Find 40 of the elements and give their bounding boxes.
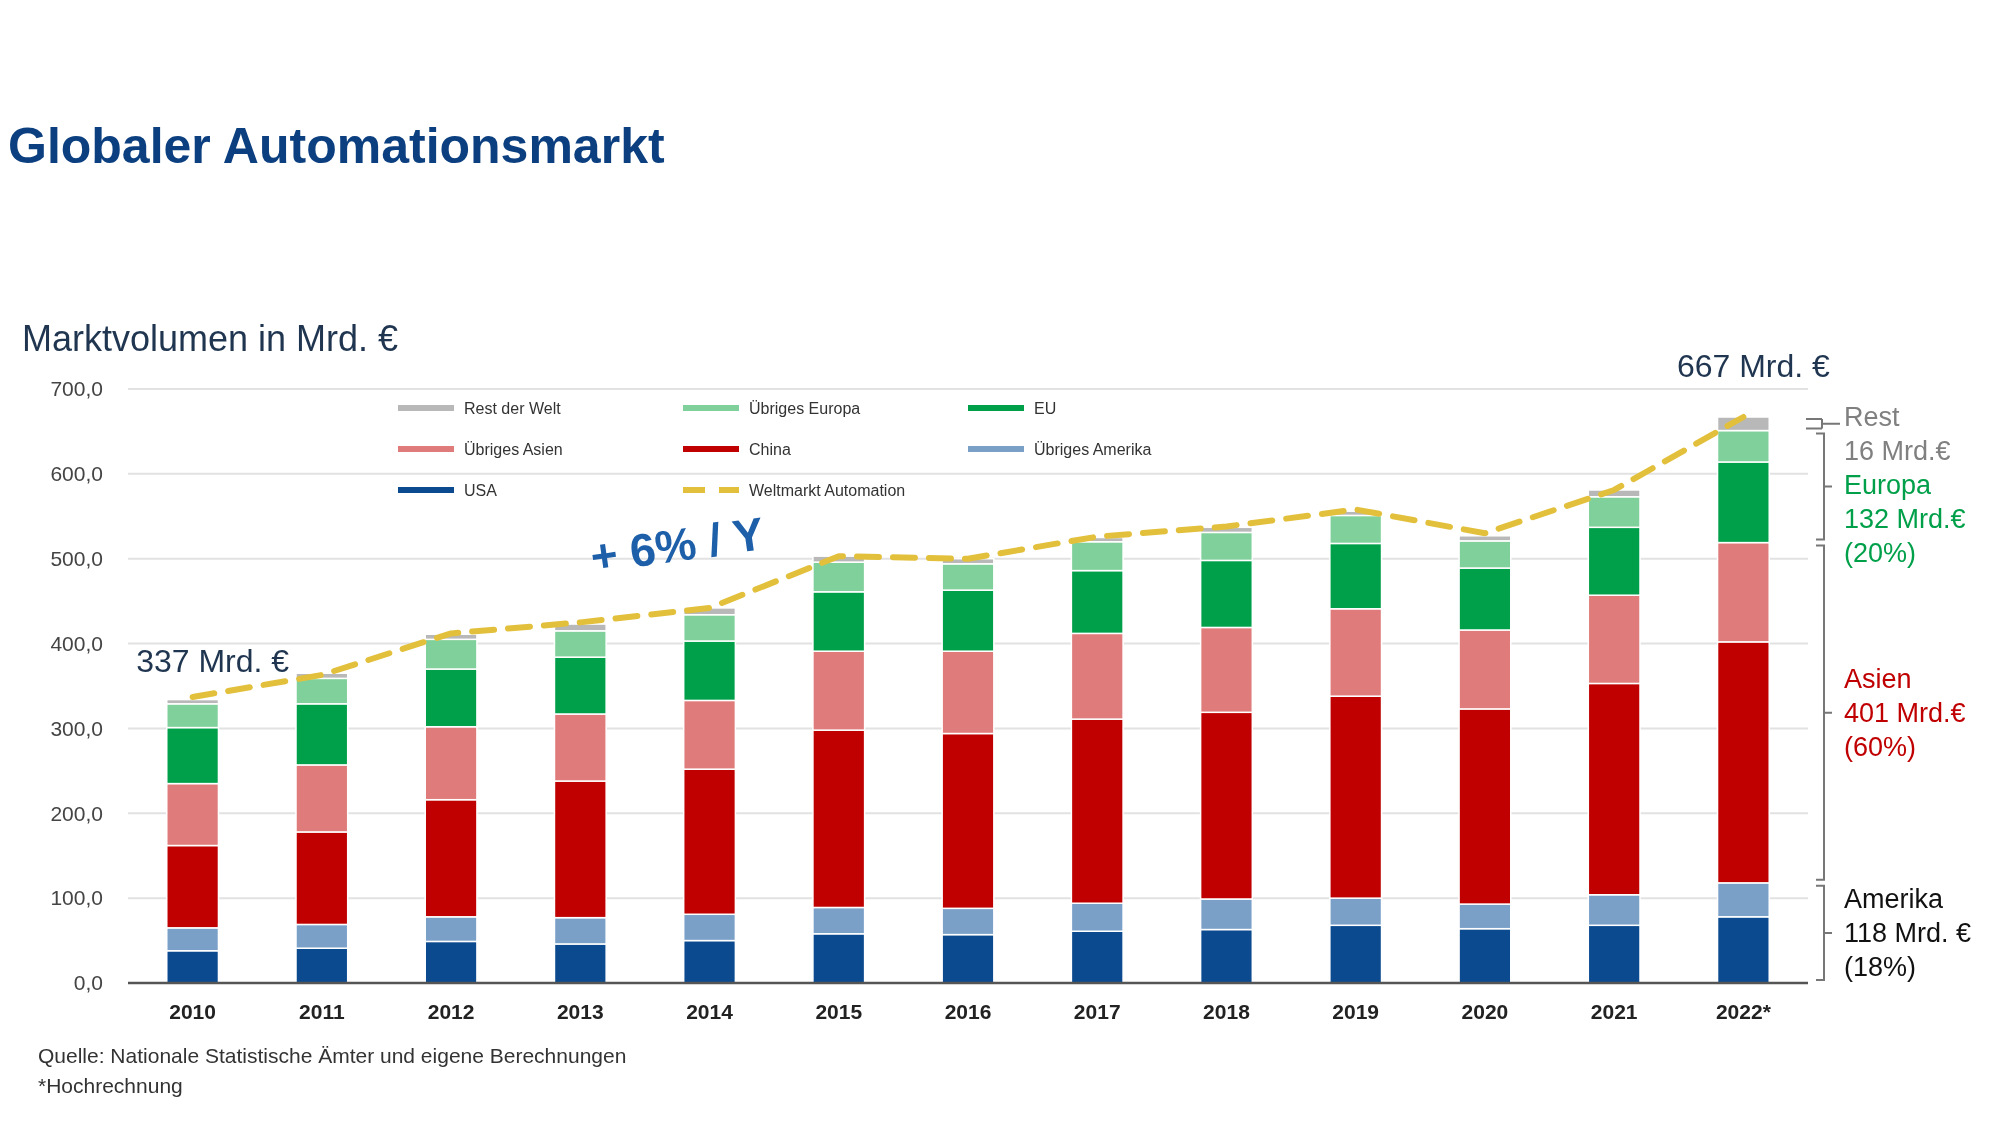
x-tick-label: 2022* <box>1715 1000 1772 1023</box>
text: Asien 401 Mrd.€ (60%) <box>1844 664 1966 763</box>
annotation: + 6% / Y <box>587 507 768 583</box>
legend-label: Übriges Europa <box>749 399 861 417</box>
y-tick-label: 100,0 <box>50 886 103 910</box>
y-tick-label: 300,0 <box>50 716 103 740</box>
legend-label: Übriges Amerika <box>1034 440 1152 458</box>
legend-label: Übriges Asien <box>464 440 563 458</box>
x-tick-label: 2015 <box>815 1000 863 1023</box>
x-tick-label: 2012 <box>427 1000 475 1023</box>
text: Rest 16 Mrd.€ <box>1844 402 1951 467</box>
y-tick-label: 200,0 <box>50 801 103 825</box>
text: *Hochrechnung <box>38 1074 183 1097</box>
source-note: Quelle: Nationale Statistische Ämter und eigene Berechnungen <box>38 1044 627 1067</box>
text: Amerika 118 Mrd. € (18%) <box>1844 884 1972 983</box>
y-tick-label: 600,0 <box>50 462 103 486</box>
x-tick-label: 2016 <box>944 1000 992 1023</box>
legend-label: EU <box>1034 399 1057 417</box>
y-tick-label: 400,0 <box>50 631 103 655</box>
legend-label: China <box>749 440 791 458</box>
x-tick-label: 2010 <box>169 1000 216 1023</box>
legend-label: Rest der Welt <box>464 399 562 417</box>
x-tick-label: 2017 <box>1073 1000 1121 1023</box>
x-tick-label: 2014 <box>686 1000 734 1023</box>
x-tick-label: 2021 <box>1590 1000 1638 1023</box>
text: Europa 132 Mrd.€ (20%) <box>1844 470 1966 569</box>
y-tick-label: 500,0 <box>50 547 103 571</box>
x-tick-label: 2018 <box>1203 1000 1251 1023</box>
chart-title: Globaler Automationsmarkt <box>8 118 665 174</box>
annotation: 337 Mrd. € <box>136 643 290 680</box>
x-tick-label: 2020 <box>1461 1000 1509 1023</box>
y-tick-label: 0,0 <box>73 971 103 995</box>
y-tick-label: 700,0 <box>50 377 103 401</box>
annotation: 667 Mrd. € <box>1676 348 1831 384</box>
x-tick-label: 2019 <box>1332 1000 1380 1023</box>
y-axis-title: Marktvolumen in Mrd. € <box>22 318 399 359</box>
legend-label: Weltmarkt Automation <box>749 481 906 499</box>
x-tick-label: 2013 <box>556 1000 604 1023</box>
legend-label: USA <box>464 481 498 499</box>
x-tick-label: 2011 <box>299 1000 345 1023</box>
